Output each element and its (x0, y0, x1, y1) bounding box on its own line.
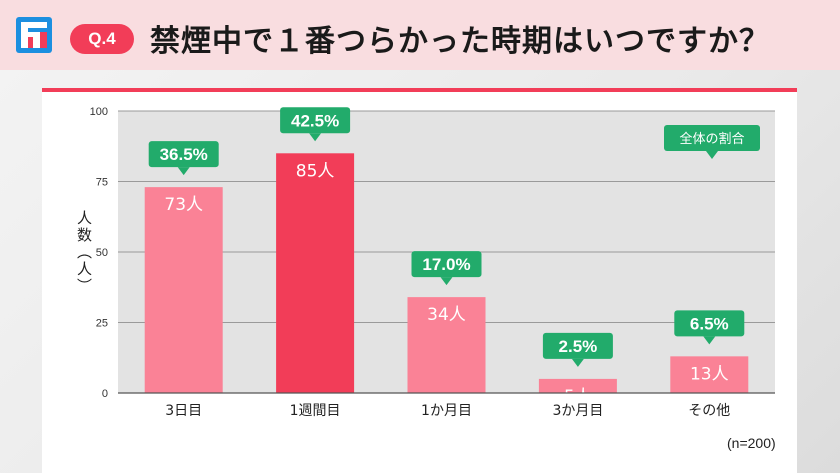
percent-callout (542, 332, 613, 359)
y-tick-label: 0 (102, 388, 108, 400)
bar-value-label: 13人 (690, 364, 729, 384)
y-tick-label: 50 (96, 247, 108, 259)
bar (144, 187, 223, 393)
x-tick-label: その他 (688, 403, 730, 419)
percent-label: 2.5% (559, 337, 598, 356)
x-tick-label: 1週間目 (290, 403, 341, 419)
question-number-badge: Q.4 (70, 24, 134, 54)
y-tick-label: 75 (96, 177, 108, 189)
legend-callout-pointer (706, 151, 718, 159)
bar (538, 378, 617, 393)
callout-pointer (309, 133, 322, 142)
percent-callout (411, 251, 482, 278)
callout-pointer (177, 167, 190, 176)
legend-note: 全体の割合 (679, 131, 744, 147)
percent-label: 6.5% (690, 314, 729, 333)
y-axis-label: 人数（人） (75, 210, 93, 295)
x-tick-label: 3日目 (165, 403, 202, 419)
bar-value-label: 5人 (564, 387, 592, 407)
bar (276, 153, 355, 393)
x-tick-label: 1か月目 (421, 403, 472, 419)
percent-callout (148, 141, 219, 168)
brand-logo-icon (16, 17, 52, 53)
callout-pointer (703, 336, 716, 345)
y-tick-label: 100 (90, 106, 108, 118)
percent-label: 17.0% (422, 255, 470, 274)
bar (670, 356, 749, 393)
percent-label: 42.5% (291, 111, 339, 130)
sample-size-note: (n=200) (727, 435, 776, 451)
bar (407, 297, 486, 393)
header-bar: Q.4 禁煙中で１番つらかった時期はいつですか？ (0, 0, 840, 70)
percent-callout (674, 310, 745, 337)
legend-callout (664, 125, 760, 151)
percent-callout (280, 107, 351, 134)
page-title: 禁煙中で１番つらかった時期はいつですか？ (150, 24, 770, 59)
callout-pointer (440, 277, 453, 286)
bar-value-label: 73人 (164, 195, 203, 215)
bar-value-label: 85人 (296, 161, 335, 181)
percent-label: 36.5% (160, 145, 208, 164)
bar-value-label: 34人 (427, 305, 466, 325)
y-tick-label: 25 (96, 318, 108, 330)
callout-pointer (571, 358, 584, 367)
x-tick-label: 3か月目 (552, 403, 603, 419)
